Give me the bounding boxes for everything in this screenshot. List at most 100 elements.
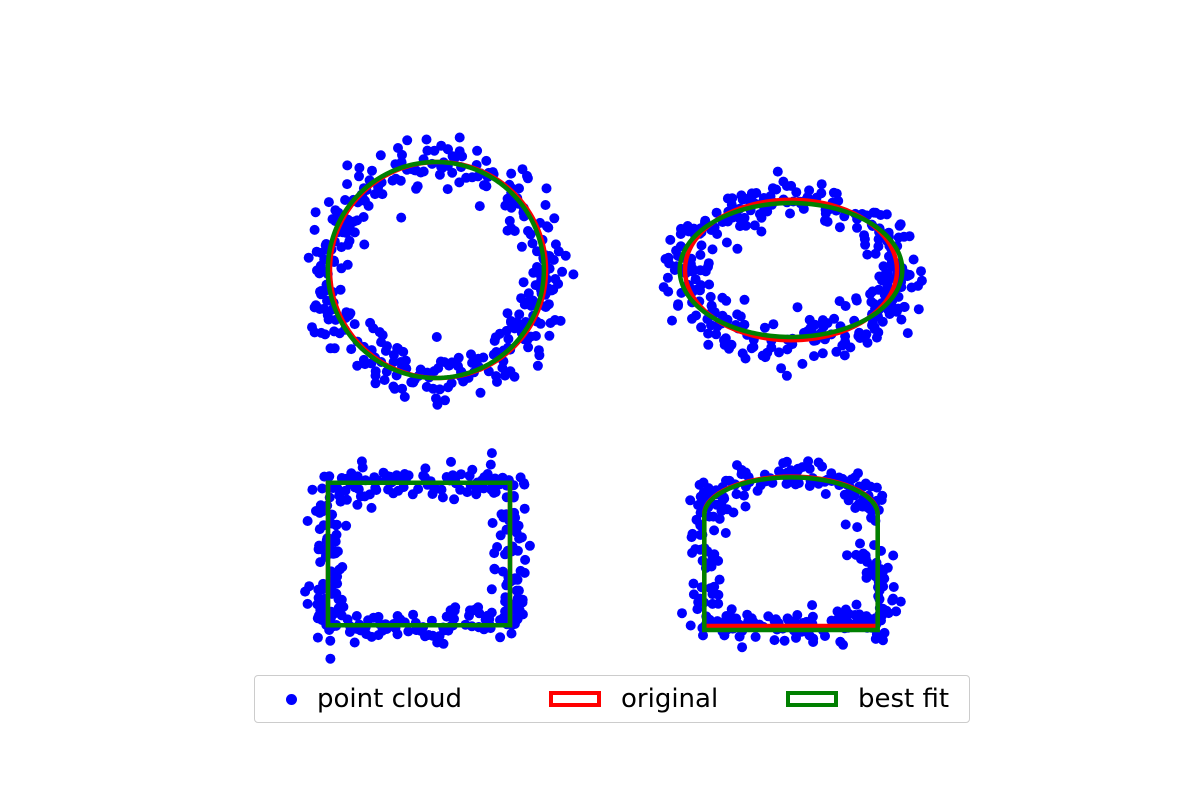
- point-cloud-point: [413, 484, 424, 494]
- point-cloud-point: [492, 542, 503, 552]
- point-cloud-point: [756, 212, 767, 223]
- point-cloud-point: [396, 212, 407, 223]
- point-cloud-point: [731, 489, 742, 500]
- point-cloud-point: [523, 342, 534, 353]
- point-cloud-point: [687, 263, 698, 274]
- point-cloud-point: [662, 272, 673, 283]
- point-cloud-point: [375, 150, 386, 161]
- point-cloud-point: [779, 635, 790, 646]
- point-cloud-point: [317, 483, 328, 494]
- point-cloud-point: [434, 169, 445, 180]
- point-cloud-point: [703, 328, 714, 339]
- point-cloud-point: [514, 183, 524, 194]
- point-cloud-point: [852, 522, 863, 533]
- point-cloud-point: [506, 628, 517, 639]
- point-cloud-point: [687, 528, 698, 539]
- point-cloud-point: [481, 155, 492, 166]
- point-cloud-point: [707, 244, 718, 255]
- point-cloud-point: [302, 598, 313, 609]
- point-cloud-point: [874, 271, 885, 282]
- point-cloud-point: [482, 469, 493, 479]
- point-cloud-point: [352, 471, 363, 482]
- point-cloud-point: [829, 313, 840, 324]
- point-cloud-point: [523, 226, 533, 236]
- point-cloud-point: [763, 611, 774, 622]
- point-cloud-point: [828, 187, 839, 198]
- point-cloud-point: [486, 448, 497, 459]
- point-cloud-point: [851, 599, 862, 610]
- point-cloud-point: [346, 344, 357, 355]
- point-cloud-point: [792, 302, 803, 313]
- point-cloud-point: [720, 528, 731, 538]
- point-cloud-point: [853, 468, 863, 479]
- point-cloud-point: [757, 350, 768, 361]
- point-cloud-point: [314, 507, 325, 518]
- point-cloud-point: [506, 168, 517, 179]
- point-cloud-point: [374, 327, 385, 338]
- point-cloud-point: [377, 625, 388, 636]
- point-cloud-point: [726, 199, 737, 210]
- point-cloud-point: [778, 458, 789, 469]
- point-cloud-point: [466, 349, 476, 360]
- point-cloud-point: [434, 631, 445, 642]
- point-cloud-point: [388, 350, 399, 360]
- point-cloud-point: [734, 631, 745, 642]
- point-cloud-point: [739, 294, 750, 305]
- point-cloud-point: [503, 333, 514, 344]
- point-cloud-point: [303, 252, 314, 263]
- point-cloud-point: [399, 391, 410, 402]
- point-cloud-point: [878, 573, 889, 584]
- point-cloud-point: [514, 594, 525, 605]
- point-cloud-point: [557, 266, 568, 277]
- point-cloud-point: [402, 135, 413, 146]
- point-cloud-point: [439, 357, 450, 368]
- point-cloud-point: [782, 344, 793, 355]
- point-cloud-point: [447, 151, 458, 162]
- point-cloud-point: [876, 495, 887, 505]
- point-cloud-point: [711, 207, 722, 218]
- point-cloud-point: [721, 295, 732, 306]
- point-cloud-point: [496, 509, 507, 520]
- point-cloud-point: [506, 202, 517, 213]
- point-cloud-point: [514, 533, 525, 544]
- point-cloud-point: [319, 303, 329, 314]
- point-cloud-point: [767, 183, 778, 194]
- point-cloud-point: [341, 494, 352, 505]
- point-cloud-point: [879, 627, 890, 638]
- point-cloud-point: [746, 343, 757, 354]
- point-cloud-point: [310, 300, 321, 311]
- point-cloud-point: [534, 350, 545, 361]
- point-cloud-point: [713, 589, 724, 600]
- point-cloud-point: [719, 335, 729, 346]
- point-cloud-point: [489, 563, 500, 574]
- point-cloud-point: [858, 481, 869, 492]
- point-cloud-point: [517, 609, 528, 620]
- point-cloud-point: [442, 184, 453, 195]
- point-cloud-point: [449, 613, 459, 624]
- point-cloud-point: [676, 223, 686, 234]
- point-cloud-point: [366, 502, 377, 513]
- point-cloud-point: [797, 358, 808, 369]
- point-cloud-point: [319, 471, 330, 482]
- point-cloud-point: [397, 149, 407, 160]
- point-cloud-point: [370, 370, 381, 381]
- point-cloud-point: [688, 578, 699, 589]
- point-cloud-point: [430, 483, 441, 494]
- point-cloud-point: [673, 300, 683, 311]
- point-cloud-point: [660, 254, 671, 264]
- point-cloud-point: [698, 477, 709, 488]
- point-cloud-point: [526, 300, 537, 311]
- point-cloud-point: [804, 481, 815, 491]
- point-cloud-point: [344, 235, 355, 246]
- point-cloud-point: [443, 382, 454, 393]
- point-cloud-point: [380, 345, 391, 356]
- point-cloud-point: [692, 604, 703, 615]
- point-cloud-point: [329, 343, 340, 354]
- point-cloud-point: [500, 596, 511, 607]
- point-cloud-point: [550, 274, 561, 284]
- subplot-ellipse: [658, 166, 927, 381]
- point-cloud-point: [868, 207, 879, 218]
- point-cloud-point: [453, 352, 464, 363]
- point-cloud-point: [437, 492, 448, 503]
- subplot-square: [300, 448, 535, 664]
